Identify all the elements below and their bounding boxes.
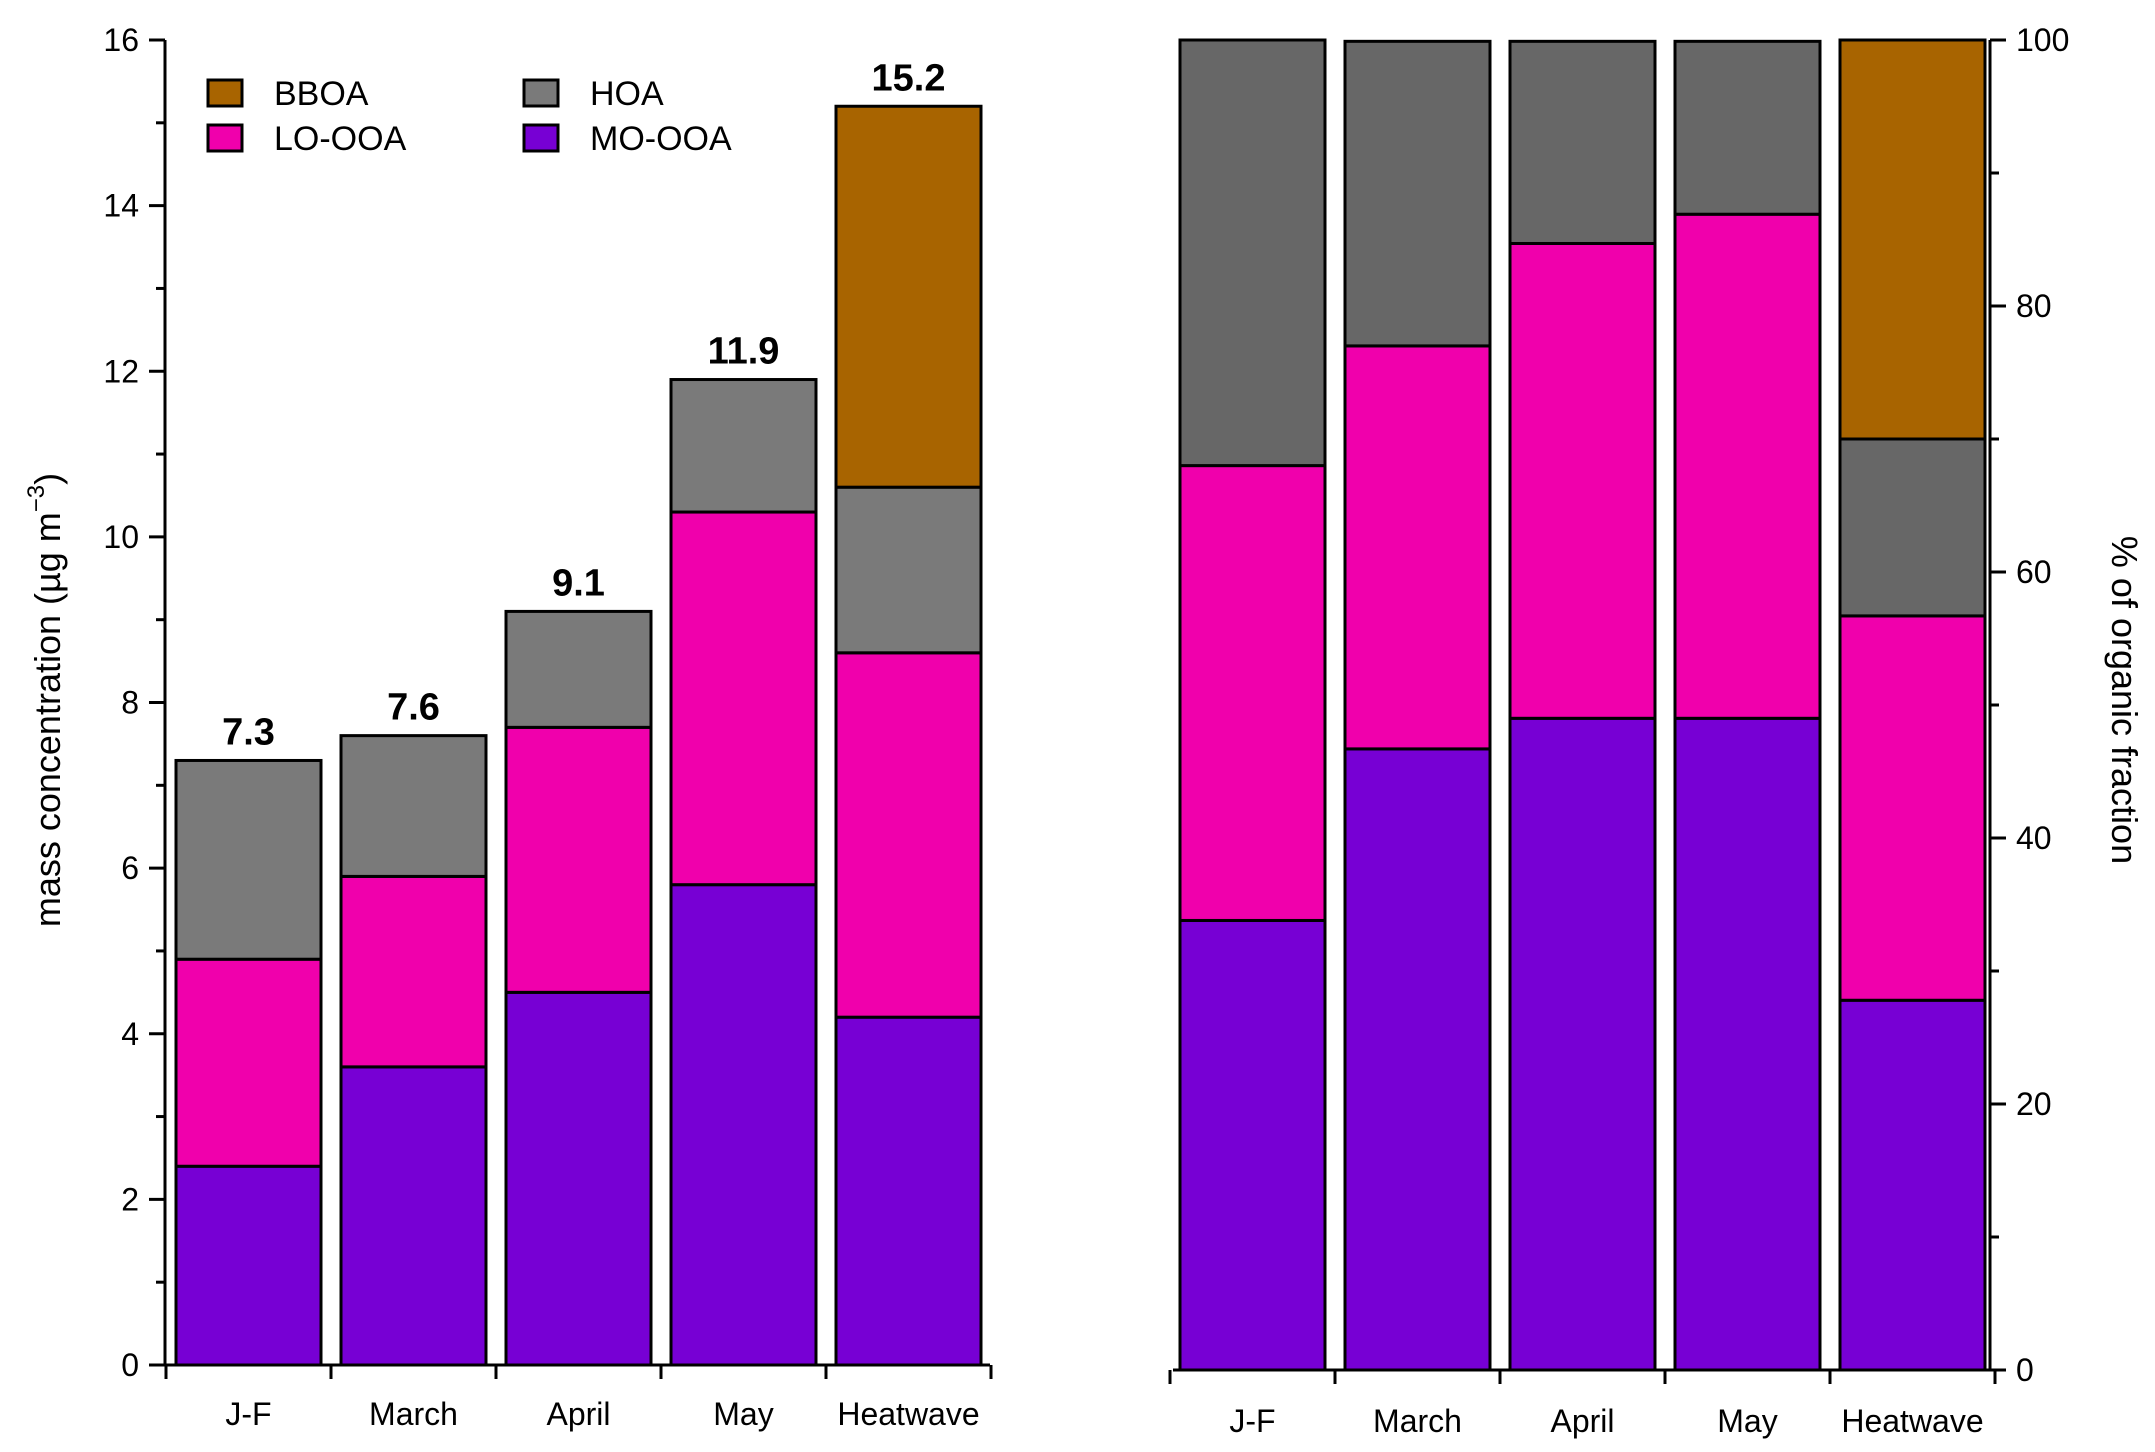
legend-label-lo-ooa: LO-OOA [274,120,407,158]
y-axis-title-close: ) [27,473,68,485]
bar-mo-ooa-j-f [1178,918,1327,1372]
y-tick-label: 60 [2016,554,2052,590]
bar-hoa-j-f [1178,38,1327,468]
x-tick-label-heatwave: Heatwave [1841,1403,1983,1439]
x-tick-label-heatwave: Heatwave [837,1396,979,1432]
bar-mo-ooa-march [1343,747,1492,1372]
legend-swatch-bboa [206,78,244,108]
y-tick-label: 80 [2016,288,2052,324]
bar-lo-ooa-april [504,725,653,994]
legend-label-hoa: HOA [590,75,664,113]
bar-hoa-heatwave [834,485,983,655]
x-tick-label-april: April [1550,1403,1614,1439]
bar-lo-ooa-may [669,510,818,887]
bar-mo-ooa-april [504,990,653,1367]
y-tick-label: 0 [121,1347,139,1383]
bar-hoa-may [1673,39,1822,216]
organic-fraction-chart: J-F March April May Heatwave 0 20 40 60 80 100 % of… [1168,22,2145,1439]
bar-lo-ooa-heatwave [834,651,983,1019]
total-label-april: 9.1 [552,562,605,604]
total-label-march: 7.6 [387,687,440,729]
bar-hoa-april [504,609,653,729]
total-label-heatwave: 15.2 [872,57,946,99]
bar-mo-ooa-april [1508,716,1657,1372]
legend-label-bboa: BBOA [274,75,369,113]
total-label-may: 11.9 [708,331,780,373]
y-tick-label: 4 [121,1016,139,1052]
bar-mo-ooa-may [1673,716,1822,1372]
bar-mo-ooa-march [339,1065,488,1367]
y-axis-title: mass concentration (µg m−3) [23,473,68,927]
y-axis-title-main: mass concentration (µg m [27,512,68,927]
bar-lo-ooa-march [1343,344,1492,751]
bar-lo-ooa-heatwave [1838,614,1987,1002]
x-tick-label-may: May [1717,1403,1777,1439]
x-tick-label-march: March [369,1396,458,1432]
y-axis-title-superscript: −3 [23,485,50,512]
y-tick-label: 20 [2016,1086,2052,1122]
y-tick-label: 6 [121,850,139,886]
y-tick-label: 2 [121,1181,139,1217]
x-tick-label-april: April [546,1396,610,1432]
bar-lo-ooa-march [339,874,488,1069]
legend-label-mo-ooa: MO-OOA [590,120,732,158]
bar-lo-ooa-april [1508,241,1657,720]
mass-concentration-chart: 7.3 J-F 7.6 March 9.1 April 11.9 May 15.2 Heatwav… [23,22,993,1432]
y-tick-label: 0 [2016,1352,2034,1388]
bar-mo-ooa-heatwave [1838,998,1987,1372]
bar-hoa-april [1508,39,1657,245]
bar-hoa-march [1343,39,1492,348]
x-tick-label-j-f: J-F [225,1396,271,1432]
bar-bboa-heatwave [834,104,983,489]
bar-lo-ooa-j-f [1178,464,1327,922]
y-tick-label: 10 [103,519,139,555]
legend: BBOA HOA LO-OOA MO-OOA [206,75,732,158]
bar-mo-ooa-j-f [174,1164,323,1367]
bar-bboa-heatwave [1838,38,1987,441]
y-tick-label: 12 [103,353,139,389]
bar-lo-ooa-j-f [174,957,323,1168]
bar-lo-ooa-may [1673,212,1822,720]
total-label-j-f: 7.3 [222,711,275,753]
bar-hoa-heatwave [1838,437,1987,618]
y-tick-label: 14 [103,188,139,224]
legend-swatch-hoa [522,78,560,108]
x-tick-label-may: May [713,1396,773,1432]
y-tick-label: 100 [2016,22,2069,58]
legend-swatch-mo-ooa [522,123,560,153]
bar-hoa-march [339,734,488,878]
bar-hoa-j-f [174,758,323,961]
bar-mo-ooa-heatwave [834,1015,983,1367]
y-tick-label: 16 [103,22,139,58]
bar-mo-ooa-may [669,883,818,1367]
bar-hoa-may [669,378,818,514]
y-tick-label: 8 [121,685,139,721]
legend-swatch-lo-ooa [206,123,244,153]
y-tick-label: 40 [2016,820,2052,856]
y-axis-title: % of organic fraction [2104,536,2145,864]
x-tick-label-march: March [1373,1403,1462,1439]
x-tick-label-j-f: J-F [1229,1403,1275,1439]
